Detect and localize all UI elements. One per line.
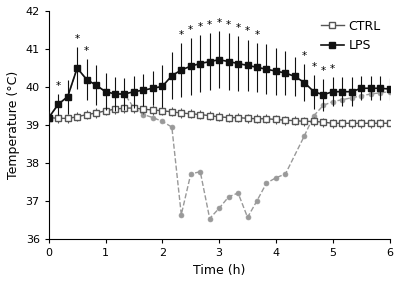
Text: *: * <box>84 45 89 55</box>
Y-axis label: Temperature (°C): Temperature (°C) <box>7 71 20 179</box>
Text: *: * <box>302 51 307 61</box>
Text: *: * <box>254 30 260 39</box>
Text: *: * <box>198 22 203 32</box>
Text: *: * <box>311 62 316 72</box>
Text: *: * <box>236 23 241 33</box>
Text: *: * <box>245 26 250 36</box>
Text: *: * <box>188 24 193 35</box>
Text: *: * <box>321 66 326 76</box>
Text: *: * <box>217 18 222 28</box>
Text: *: * <box>179 30 184 39</box>
Text: *: * <box>226 20 231 30</box>
Text: *: * <box>56 81 61 91</box>
Text: *: * <box>75 34 80 44</box>
Legend: CTRL, LPS: CTRL, LPS <box>318 17 383 55</box>
X-axis label: Time (h): Time (h) <box>193 264 245 277</box>
Text: *: * <box>330 64 335 74</box>
Text: *: * <box>207 20 212 30</box>
